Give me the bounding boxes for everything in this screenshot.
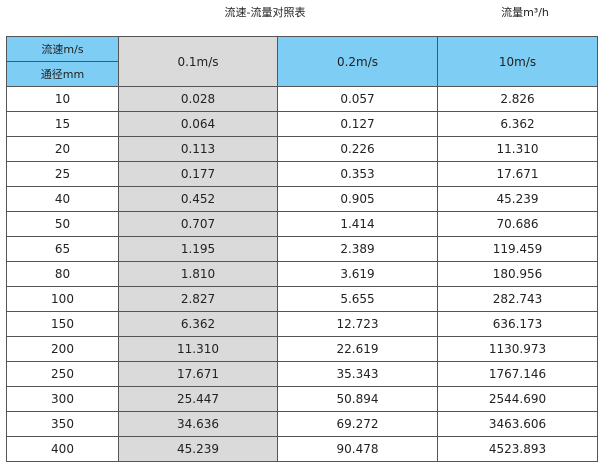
flow-cell: 45.239 — [437, 186, 598, 212]
diameter-cell: 10 — [6, 86, 119, 112]
header-col-0.2: 0.2m/s — [277, 36, 438, 87]
header-velocity: 流速m/s — [6, 36, 119, 62]
flow-cell: 17.671 — [118, 361, 278, 387]
flow-cell: 2.389 — [277, 236, 438, 262]
flow-cell: 0.226 — [277, 136, 438, 162]
table-row: 250 17.671 35.343 1767.146 — [6, 361, 598, 387]
flow-cell: 180.956 — [437, 261, 598, 287]
flow-cell: 11.310 — [437, 136, 598, 162]
table-row: 300 25.447 50.894 2544.690 — [6, 386, 598, 412]
table-row: 50 0.707 1.414 70.686 — [6, 211, 598, 237]
flow-cell: 17.671 — [437, 161, 598, 187]
flow-cell: 34.636 — [118, 411, 278, 437]
flow-cell: 636.173 — [437, 311, 598, 337]
flow-cell: 4523.893 — [437, 436, 598, 462]
table-row: 100 2.827 5.655 282.743 — [6, 286, 598, 312]
diameter-cell: 80 — [6, 261, 119, 287]
flow-cell: 0.057 — [277, 86, 438, 112]
diameter-cell: 25 — [6, 161, 119, 187]
flow-cell: 3.619 — [277, 261, 438, 287]
flow-cell: 6.362 — [118, 311, 278, 337]
flow-cell: 22.619 — [277, 336, 438, 362]
velocity-flow-table: 流速m/s 0.1m/s 0.2m/s 10m/s 通径mm 10 0.028 0.… — [6, 36, 598, 462]
diameter-cell: 50 — [6, 211, 119, 237]
flow-cell: 90.478 — [277, 436, 438, 462]
diameter-cell: 400 — [6, 436, 119, 462]
flow-cell: 2.827 — [118, 286, 278, 312]
flow-cell: 5.655 — [277, 286, 438, 312]
diameter-cell: 300 — [6, 386, 119, 412]
flow-cell: 1130.973 — [437, 336, 598, 362]
table-row: 80 1.810 3.619 180.956 — [6, 261, 598, 287]
diameter-cell: 100 — [6, 286, 119, 312]
header-col-0.1: 0.1m/s — [118, 36, 278, 87]
flow-cell: 119.459 — [437, 236, 598, 262]
diameter-cell: 350 — [6, 411, 119, 437]
flow-cell: 3463.606 — [437, 411, 598, 437]
flow-cell: 0.177 — [118, 161, 278, 187]
flow-cell: 70.686 — [437, 211, 598, 237]
flow-cell: 282.743 — [437, 286, 598, 312]
flow-cell: 69.272 — [277, 411, 438, 437]
table-body: 10 0.028 0.057 2.826 15 0.064 0.127 6.362 20 0.11… — [6, 86, 598, 462]
header-diameter: 通径mm — [6, 61, 119, 87]
table-row: 40 0.452 0.905 45.239 — [6, 186, 598, 212]
flow-cell: 1.414 — [277, 211, 438, 237]
diameter-cell: 15 — [6, 111, 119, 137]
table-row: 200 11.310 22.619 1130.973 — [6, 336, 598, 362]
diameter-cell: 65 — [6, 236, 119, 262]
diameter-cell: 200 — [6, 336, 119, 362]
table-row: 15 0.064 0.127 6.362 — [6, 111, 598, 137]
diameter-cell: 40 — [6, 186, 119, 212]
flow-cell: 0.353 — [277, 161, 438, 187]
unit-label: 流量m³/h — [501, 6, 549, 19]
table-row: 400 45.239 90.478 4523.893 — [6, 436, 598, 462]
flow-cell: 11.310 — [118, 336, 278, 362]
flow-cell: 0.127 — [277, 111, 438, 137]
flow-cell: 0.113 — [118, 136, 278, 162]
flow-cell: 1767.146 — [437, 361, 598, 387]
flow-cell: 50.894 — [277, 386, 438, 412]
diameter-cell: 150 — [6, 311, 119, 337]
diameter-cell: 20 — [6, 136, 119, 162]
table-row: 350 34.636 69.272 3463.606 — [6, 411, 598, 437]
flow-cell: 0.028 — [118, 86, 278, 112]
table-row: 20 0.113 0.226 11.310 — [6, 136, 598, 162]
table-row: 150 6.362 12.723 636.173 — [6, 311, 598, 337]
header-col-10: 10m/s — [437, 36, 598, 87]
table-title: 流速-流量对照表 — [224, 6, 306, 19]
flow-cell: 1.195 — [118, 236, 278, 262]
flow-cell: 6.362 — [437, 111, 598, 137]
flow-cell: 2544.690 — [437, 386, 598, 412]
flow-cell: 25.447 — [118, 386, 278, 412]
flow-cell: 0.064 — [118, 111, 278, 137]
table-row: 65 1.195 2.389 119.459 — [6, 236, 598, 262]
table-row: 10 0.028 0.057 2.826 — [6, 86, 598, 112]
flow-cell: 2.826 — [437, 86, 598, 112]
table-row: 25 0.177 0.353 17.671 — [6, 161, 598, 187]
flow-cell: 45.239 — [118, 436, 278, 462]
flow-cell: 1.810 — [118, 261, 278, 287]
flow-cell: 0.707 — [118, 211, 278, 237]
flow-cell: 12.723 — [277, 311, 438, 337]
diameter-cell: 250 — [6, 361, 119, 387]
flow-cell: 35.343 — [277, 361, 438, 387]
flow-cell: 0.452 — [118, 186, 278, 212]
flow-cell: 0.905 — [277, 186, 438, 212]
